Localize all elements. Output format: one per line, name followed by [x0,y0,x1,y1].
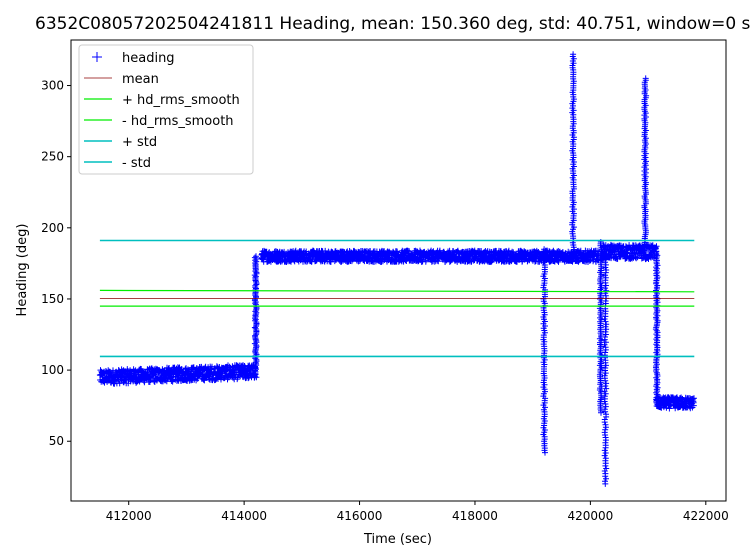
y-tick-label: 50 [49,434,64,448]
x-tick-label: 412000 [106,509,152,523]
x-tick-label: 418000 [452,509,498,523]
x-axis: 412000 414000 416000 418000 420000 422000 [106,501,729,523]
x-tick-label: 414000 [221,509,267,523]
y-tick-label: 100 [41,363,64,377]
chart-title: 6352C0805720250424181​1 Heading, mean: 1… [35,14,750,34]
y-tick-label: 150 [41,292,64,306]
y-tick-label: 200 [41,221,64,235]
series-heading [96,51,697,487]
legend-label: + hd_rms_smooth [122,93,240,108]
legend-marker-heading [92,52,102,62]
legend: heading mean + hd_rms_smooth - hd_rms_smoot… [78,44,254,175]
x-tick-label: 416000 [337,509,383,523]
legend-label: - std [122,156,151,171]
y-axis: 50 100 150 200 250 300 [41,79,71,448]
x-tick-label: 422000 [683,509,729,523]
legend-label: - hd_rms_smooth [122,114,234,129]
legend-label: heading [122,51,175,66]
series-line [99,289,695,293]
heading-points [96,51,697,487]
plot-frame [70,39,727,502]
y-axis-label: Heading (deg) [15,224,30,317]
y-tick-label: 300 [41,79,64,93]
legend-box [78,44,254,175]
legend-label: + std [122,135,157,150]
y-tick-label: 250 [41,150,64,164]
legend-label: mean [122,72,159,87]
x-axis-label: Time (sec) [363,532,432,547]
data-layer [96,51,697,487]
x-tick-label: 420000 [567,509,613,523]
